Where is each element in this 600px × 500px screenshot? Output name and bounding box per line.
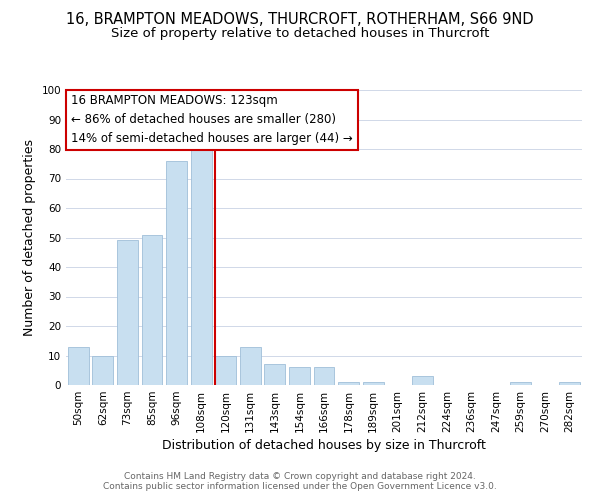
Bar: [412, 376, 433, 385]
Bar: [559, 382, 580, 385]
Bar: [68, 346, 89, 385]
Text: 16, BRAMPTON MEADOWS, THURCROFT, ROTHERHAM, S66 9ND: 16, BRAMPTON MEADOWS, THURCROFT, ROTHERH…: [66, 12, 534, 28]
X-axis label: Distribution of detached houses by size in Thurcroft: Distribution of detached houses by size …: [162, 439, 486, 452]
Text: 16 BRAMPTON MEADOWS: 123sqm
← 86% of detached houses are smaller (280)
14% of se: 16 BRAMPTON MEADOWS: 123sqm ← 86% of det…: [71, 94, 353, 146]
Text: Contains HM Land Registry data © Crown copyright and database right 2024.: Contains HM Land Registry data © Crown c…: [124, 472, 476, 481]
Y-axis label: Number of detached properties: Number of detached properties: [23, 139, 36, 336]
Text: Size of property relative to detached houses in Thurcroft: Size of property relative to detached ho…: [111, 28, 489, 40]
Bar: [240, 346, 261, 385]
Bar: [338, 382, 359, 385]
Bar: [265, 364, 286, 385]
Bar: [289, 368, 310, 385]
Bar: [314, 368, 334, 385]
Text: Contains public sector information licensed under the Open Government Licence v3: Contains public sector information licen…: [103, 482, 497, 491]
Bar: [510, 382, 531, 385]
Bar: [215, 356, 236, 385]
Bar: [362, 382, 383, 385]
Bar: [142, 234, 163, 385]
Bar: [117, 240, 138, 385]
Bar: [191, 146, 212, 385]
Bar: [92, 356, 113, 385]
Bar: [166, 161, 187, 385]
